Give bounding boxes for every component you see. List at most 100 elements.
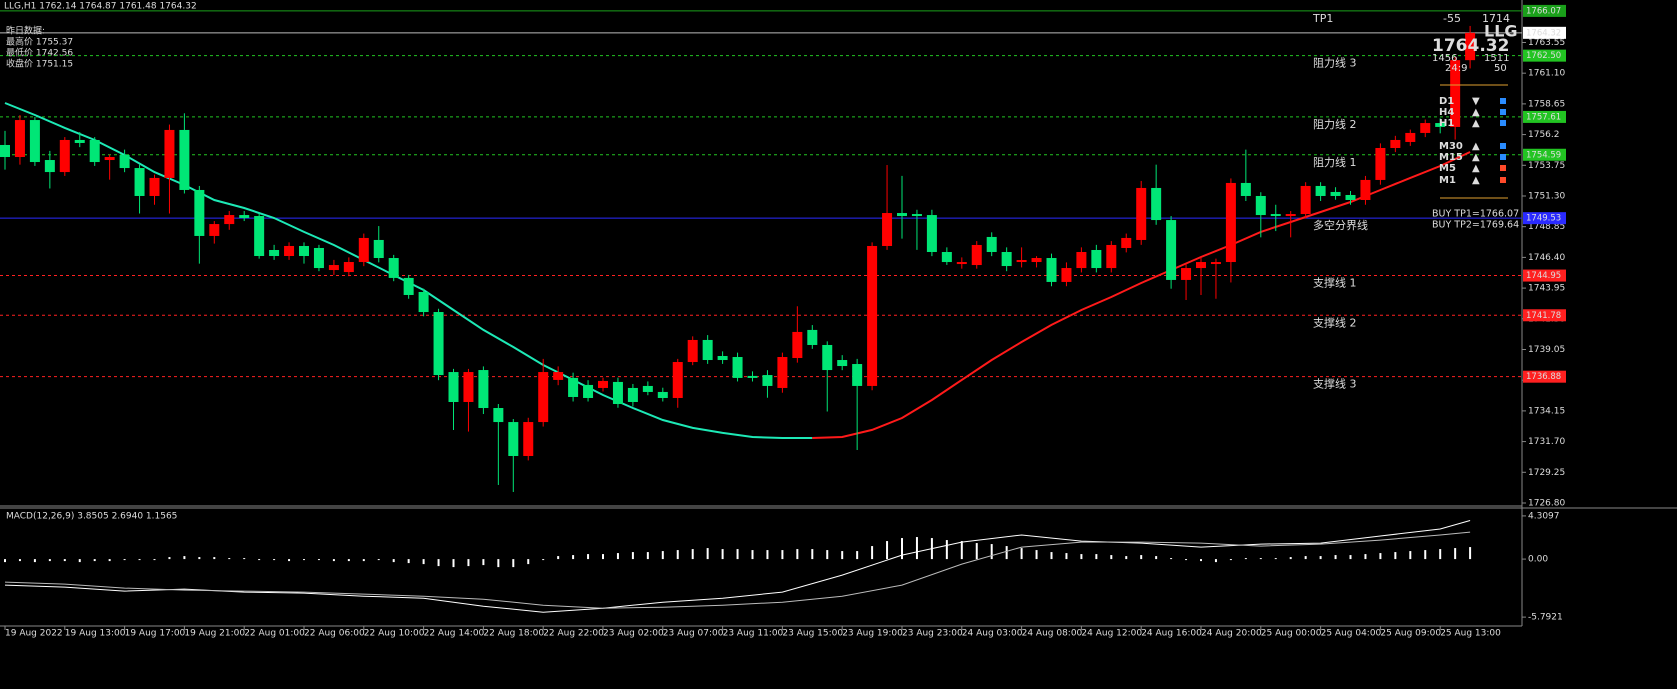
candle-body [1031,258,1042,263]
signal-square [1500,98,1506,104]
level-tag-bg [1523,212,1566,225]
x-tick-label: 22 Aug 18:00 [483,629,544,639]
y-tick-label: 1748.85 [1528,222,1565,232]
candle-body [941,251,952,263]
candle-body [328,265,339,271]
candle-body [1390,139,1401,148]
yesterday-info: 昨日数据: [6,25,45,37]
candle-body [1166,220,1177,280]
level-tag-bg [1523,49,1566,62]
candle-body [313,247,324,269]
candle-body [44,160,55,173]
level-name: 支撑线 1 [1313,276,1357,290]
x-tick-label: 25 Aug 13:00 [1440,629,1501,639]
y-tick-label: 1726.80 [1528,498,1565,508]
candle-body [598,380,608,388]
symbol-line: LLG,H1 1762.14 1764.87 1761.48 1764.32 [4,2,197,12]
y-tick-label: 1763.55 [1528,38,1565,48]
candle-body [1016,260,1027,263]
candle-body [194,189,205,236]
candle-body [717,356,728,361]
signal-arrow: ▲ [1472,152,1480,163]
candle-body [433,312,444,376]
candle-body [1465,32,1476,61]
x-tick-label: 23 Aug 19:00 [842,629,903,639]
level-tag: 1749.53 [1526,214,1561,224]
x-tick-label: 22 Aug 06:00 [304,629,365,639]
y-tick-label: 1734.15 [1528,406,1565,416]
panel-symbol: LLG [1484,22,1518,41]
candle-body [1300,185,1311,215]
x-tick-label: 25 Aug 09:00 [1380,629,1441,639]
x-tick-label: 23 Aug 07:00 [663,629,724,639]
candle-body [134,168,145,196]
y-tick-label: 1731.70 [1528,437,1565,447]
signal-tf: M30 [1439,141,1463,152]
candle-body [29,120,40,163]
candle-body [463,372,474,402]
level-tag-bg [1523,370,1566,383]
x-tick-label: 23 Aug 15:00 [782,629,843,639]
candle-body [299,245,309,257]
signal-arrow: ▲ [1472,107,1480,118]
candle-body [926,215,937,252]
candle-body [1405,132,1416,142]
candle-body [1315,185,1326,196]
panel-left: 1456 [1432,53,1457,64]
x-tick-label: 19 Aug 13:00 [65,629,126,639]
candle-body [269,249,280,257]
y-tick-label: 1746.40 [1528,253,1565,263]
candle-body [1210,262,1221,265]
x-tick-label: 19 Aug 21:00 [184,629,245,639]
candle-body [672,362,683,398]
candle-body [1450,60,1461,127]
panel-delta: -55 [1443,12,1461,25]
level-tag-bg [1523,148,1566,161]
candle-body [986,236,997,252]
panel-right: 1511 [1484,53,1509,64]
candle-body [1375,147,1386,180]
y-tick-label: 1743.95 [1528,284,1565,294]
candle-body [254,216,265,257]
candle-body [164,129,175,178]
panel-count: 1714 [1482,12,1510,25]
signal-tf: D1 [1439,96,1454,107]
candle-body [807,329,818,345]
y-tick-label: 0.00 [1528,555,1548,565]
candle-body [553,372,564,380]
signal-tf: M5 [1439,163,1456,174]
y-tick-label: 1739.05 [1528,345,1565,355]
y-tick-label: 1751.30 [1528,191,1565,201]
x-tick-label: 19 Aug 2022 [5,629,63,639]
candle-body [1345,194,1356,200]
macd-main [4,520,1471,613]
yesterday-info: 最高价 1755.37 [6,36,73,48]
candle-body [642,385,653,392]
candle-body [1076,251,1087,269]
level-name: 支撑线 2 [1313,315,1357,329]
candle-body [104,157,115,161]
candle-body [209,224,220,236]
candle-body [74,139,85,143]
candle-body [1196,262,1206,269]
candle-body [1151,187,1162,221]
candle-body [762,375,773,386]
yesterday-info: 最低价 1742.56 [6,47,73,59]
signal-tf: M15 [1439,152,1463,163]
x-tick-label: 24 Aug 20:00 [1201,629,1262,639]
signal-arrow: ▲ [1472,118,1480,129]
candle-body [732,357,743,378]
candle-body [867,245,878,386]
x-tick-label: 23 Aug 02:00 [603,629,664,639]
y-tick-label: 1761.10 [1528,69,1565,79]
candle-body [14,120,25,158]
x-tick-label: 22 Aug 22:00 [543,629,604,639]
candle-body [1240,182,1251,196]
level-tag-bg [1523,4,1566,17]
level-name: 阻力线 1 [1313,155,1357,169]
candle-body [792,331,803,359]
candle-body [1360,179,1371,200]
candle-body [583,384,594,398]
